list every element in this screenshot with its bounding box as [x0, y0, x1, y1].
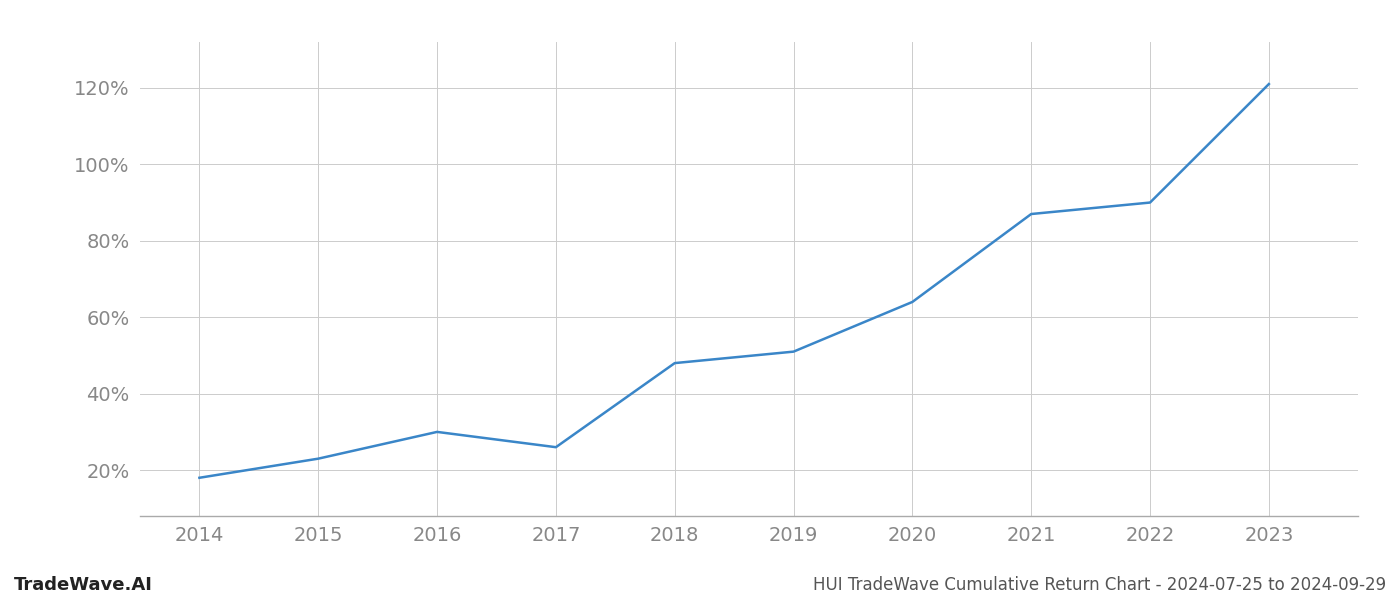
- Text: HUI TradeWave Cumulative Return Chart - 2024-07-25 to 2024-09-29: HUI TradeWave Cumulative Return Chart - …: [813, 576, 1386, 594]
- Text: TradeWave.AI: TradeWave.AI: [14, 576, 153, 594]
